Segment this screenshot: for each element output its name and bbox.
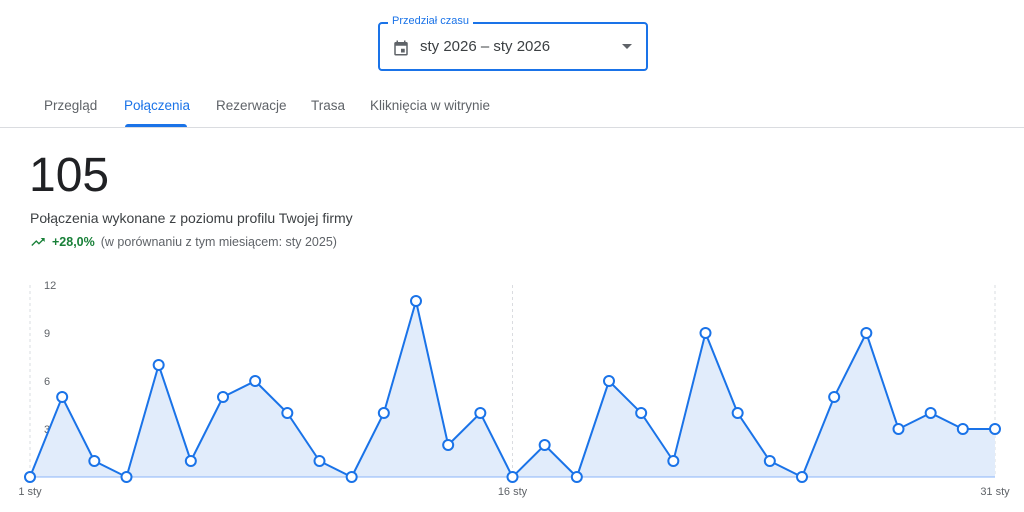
x-tick-label: 1 sty bbox=[18, 486, 42, 498]
y-tick-label: 3 bbox=[44, 424, 50, 436]
data-point bbox=[24, 471, 36, 483]
data-point bbox=[570, 471, 583, 483]
date-range-value: sty 2026 – sty 2026 bbox=[420, 38, 551, 55]
data-point bbox=[56, 391, 69, 403]
y-tick-label: 12 bbox=[44, 280, 56, 292]
date-range-picker[interactable]: Przedział czasu sty 2026 – sty 2026 bbox=[378, 15, 648, 71]
calendar-icon bbox=[394, 40, 408, 56]
x-tick-label: 16 sty bbox=[498, 486, 528, 498]
data-point bbox=[699, 327, 712, 339]
trending-up-icon bbox=[31, 238, 45, 246]
data-point bbox=[184, 455, 197, 467]
y-tick-label: 9 bbox=[44, 328, 50, 340]
data-point bbox=[603, 375, 615, 387]
change-percent: +28,0% bbox=[52, 235, 95, 249]
metric-description: Połączenia wykonane z poziomu profilu Tw… bbox=[30, 210, 353, 226]
data-point bbox=[892, 423, 905, 435]
data-point bbox=[828, 391, 841, 403]
comparison-text: (w porównaniu z tym miesiącem: sty 2025) bbox=[100, 235, 337, 249]
data-point bbox=[538, 439, 551, 451]
dropdown-arrow-icon[interactable] bbox=[622, 44, 632, 49]
data-point bbox=[924, 407, 937, 419]
data-point bbox=[88, 455, 101, 467]
data-point bbox=[442, 439, 455, 451]
data-point bbox=[796, 471, 808, 483]
total-calls: 105 bbox=[29, 149, 110, 202]
data-point bbox=[281, 407, 294, 419]
data-point bbox=[345, 471, 358, 483]
x-tick-label: 31 sty bbox=[980, 486, 1010, 498]
area-fill bbox=[30, 301, 995, 477]
data-point bbox=[474, 407, 487, 419]
data-point bbox=[377, 407, 390, 419]
data-point bbox=[410, 295, 422, 307]
data-point bbox=[152, 359, 165, 371]
data-point bbox=[989, 423, 1001, 435]
data-point bbox=[956, 423, 969, 435]
data-point bbox=[249, 375, 262, 387]
date-range-label: Przedział czasu bbox=[388, 15, 474, 27]
y-tick-label: 6 bbox=[44, 376, 50, 388]
data-point bbox=[506, 471, 519, 483]
tab-website-clicks[interactable]: Kliknięcia w witrynie bbox=[370, 98, 491, 113]
data-point bbox=[860, 327, 873, 339]
data-point bbox=[731, 407, 744, 419]
data-point bbox=[635, 407, 648, 419]
data-point bbox=[667, 455, 680, 467]
tab-directions[interactable]: Trasa bbox=[311, 98, 346, 113]
data-point bbox=[763, 455, 776, 467]
tab-overview[interactable]: Przegląd bbox=[44, 98, 98, 113]
tab-bookings[interactable]: Rezerwacje bbox=[216, 98, 287, 113]
data-point bbox=[313, 455, 326, 467]
data-point bbox=[217, 391, 229, 403]
tab-bar: Przegląd Połączenia Rezerwacje Trasa Kli… bbox=[0, 88, 1024, 128]
active-tab-indicator bbox=[125, 124, 187, 127]
trend-row: +28,0% (w porównaniu z tym miesiącem: st… bbox=[30, 234, 337, 250]
tab-calls[interactable]: Połączenia bbox=[124, 98, 191, 113]
data-point bbox=[120, 471, 133, 483]
